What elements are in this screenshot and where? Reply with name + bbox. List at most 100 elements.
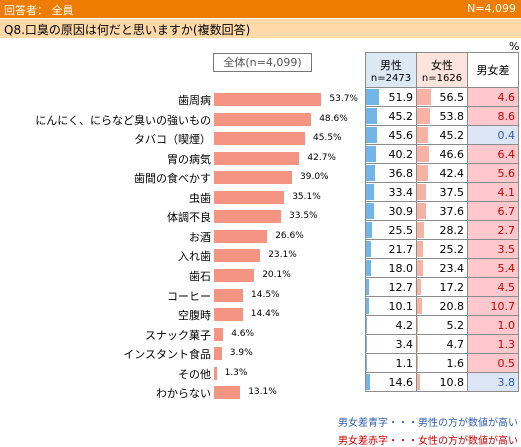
table-row: 21.7 25.2 3.5 xyxy=(365,239,519,259)
overall-value-label: 3.9% xyxy=(229,348,253,359)
diff-value-cell: 3.8 xyxy=(467,372,519,392)
diff-value: 2.7 xyxy=(497,223,516,237)
diff-value-cell: 5.6 xyxy=(467,163,519,183)
male-value-cell: 33.4 xyxy=(365,182,417,202)
diff-value: 6.4 xyxy=(497,147,516,161)
female-header: 女性 n=1626 xyxy=(416,52,468,88)
female-value-bar xyxy=(417,336,419,352)
male-value: 3.4 xyxy=(395,337,414,351)
overall-bar xyxy=(214,308,243,322)
overall-bar xyxy=(214,268,255,282)
female-value-bar xyxy=(417,89,432,105)
female-value-bar xyxy=(417,203,427,219)
diff-value-cell: 4.1 xyxy=(467,182,519,202)
overall-value-label: 53.7% xyxy=(329,94,358,104)
overall-bar xyxy=(214,151,300,165)
diff-value-cell: 0.5 xyxy=(467,353,519,373)
diff-value: 1.3 xyxy=(497,337,516,351)
table-row: 4.2 5.2 1.0 xyxy=(365,315,519,335)
overall-value-label: 33.5% xyxy=(289,211,318,222)
male-value-cell: 10.1 xyxy=(365,296,417,316)
male-value-bar xyxy=(366,89,379,105)
diff-value-cell: 2.7 xyxy=(467,220,519,240)
male-value: 12.7 xyxy=(388,280,414,294)
male-value-cell: 12.7 xyxy=(365,277,417,297)
male-value-cell: 36.8 xyxy=(365,163,417,183)
female-value: 1.6 xyxy=(446,356,465,370)
male-value-cell: 40.2 xyxy=(365,144,417,164)
overall-value-label: 35.1% xyxy=(292,191,321,202)
male-header: 男性 n=2473 xyxy=(365,52,417,88)
overall-value-label: 1.3% xyxy=(224,367,248,378)
female-value-bar xyxy=(417,317,419,333)
table-row: 18.0 23.4 5.4 xyxy=(365,258,519,278)
male-value-bar xyxy=(366,374,370,390)
category-label: わからない xyxy=(156,387,211,401)
diff-value: 8.6 xyxy=(497,109,516,123)
female-value: 56.5 xyxy=(439,90,465,104)
diff-value: 1.0 xyxy=(497,318,516,332)
female-value: 25.2 xyxy=(439,242,465,256)
female-value-cell: 37.5 xyxy=(416,182,468,202)
male-value: 4.2 xyxy=(395,318,414,332)
overall-bar xyxy=(214,249,261,263)
diff-value-cell: 4.5 xyxy=(467,277,519,297)
diff-value-cell: 0.4 xyxy=(467,125,519,145)
diff-value: 0.5 xyxy=(497,356,516,370)
diff-value: 4.1 xyxy=(497,185,516,199)
female-value-cell: 28.2 xyxy=(416,220,468,240)
diff-value: 3.8 xyxy=(497,375,516,389)
female-value-cell: 25.2 xyxy=(416,239,468,259)
male-value-bar xyxy=(366,222,373,238)
male-value: 25.5 xyxy=(388,223,414,237)
category-label: その他 xyxy=(178,367,211,381)
overall-value-label: 4.6% xyxy=(231,328,255,339)
diff-value-cell: 4.6 xyxy=(467,87,519,107)
overall-value-label: 26.6% xyxy=(275,230,304,241)
male-value: 1.1 xyxy=(395,356,414,370)
overall-bar xyxy=(214,366,217,380)
table-row: 45.2 53.8 8.6 xyxy=(365,106,519,126)
respondent-header: 回答者： 全員 N=4,099 xyxy=(0,0,521,18)
male-value: 40.2 xyxy=(388,147,414,161)
table-row: 40.2 46.6 6.4 xyxy=(365,144,519,164)
female-value-cell: 45.2 xyxy=(416,125,468,145)
male-value-bar xyxy=(366,298,369,314)
overall-value-label: 39.0% xyxy=(300,172,329,183)
category-label: 歯石 xyxy=(189,269,211,283)
category-label: 空腹時 xyxy=(178,309,211,323)
female-header-label: 女性 xyxy=(431,58,453,72)
female-value: 37.6 xyxy=(439,204,465,218)
category-label: 胃の病気 xyxy=(167,152,211,166)
male-value-bar xyxy=(366,279,370,295)
female-value: 37.5 xyxy=(439,185,465,199)
female-value: 17.2 xyxy=(439,280,465,294)
question-title: Q8.口臭の原因は何だと思いますか(複数回答) xyxy=(4,23,251,37)
female-value-bar xyxy=(417,241,424,257)
female-value-bar xyxy=(417,184,427,200)
male-value-cell: 14.6 xyxy=(365,372,417,392)
table-row: 10.1 20.8 10.7 xyxy=(365,296,519,316)
diff-value: 4.6 xyxy=(497,90,516,104)
female-value: 45.2 xyxy=(439,128,465,142)
overall-bar xyxy=(214,347,222,361)
male-value-cell: 3.4 xyxy=(365,334,417,354)
category-label: タバコ（喫煙） xyxy=(134,133,211,147)
female-value-bar xyxy=(417,298,423,314)
diff-value-cell: 6.7 xyxy=(467,201,519,221)
female-value-cell: 56.5 xyxy=(416,87,468,107)
female-value-cell: 5.2 xyxy=(416,315,468,335)
diff-header: 男女差 xyxy=(467,52,519,88)
diff-value: 6.7 xyxy=(497,204,516,218)
overall-bar xyxy=(214,190,285,204)
overall-value-label: 20.1% xyxy=(262,269,291,280)
category-label: 虫歯 xyxy=(189,191,211,205)
male-value-cell: 21.7 xyxy=(365,239,417,259)
overall-value-label: 13.1% xyxy=(248,387,277,398)
female-value: 20.8 xyxy=(439,299,465,313)
female-value: 5.2 xyxy=(446,318,465,332)
diff-value-cell: 1.3 xyxy=(467,334,519,354)
female-value-bar xyxy=(417,222,425,238)
category-label: インスタント食品 xyxy=(123,348,211,362)
male-value-bar xyxy=(366,241,372,257)
